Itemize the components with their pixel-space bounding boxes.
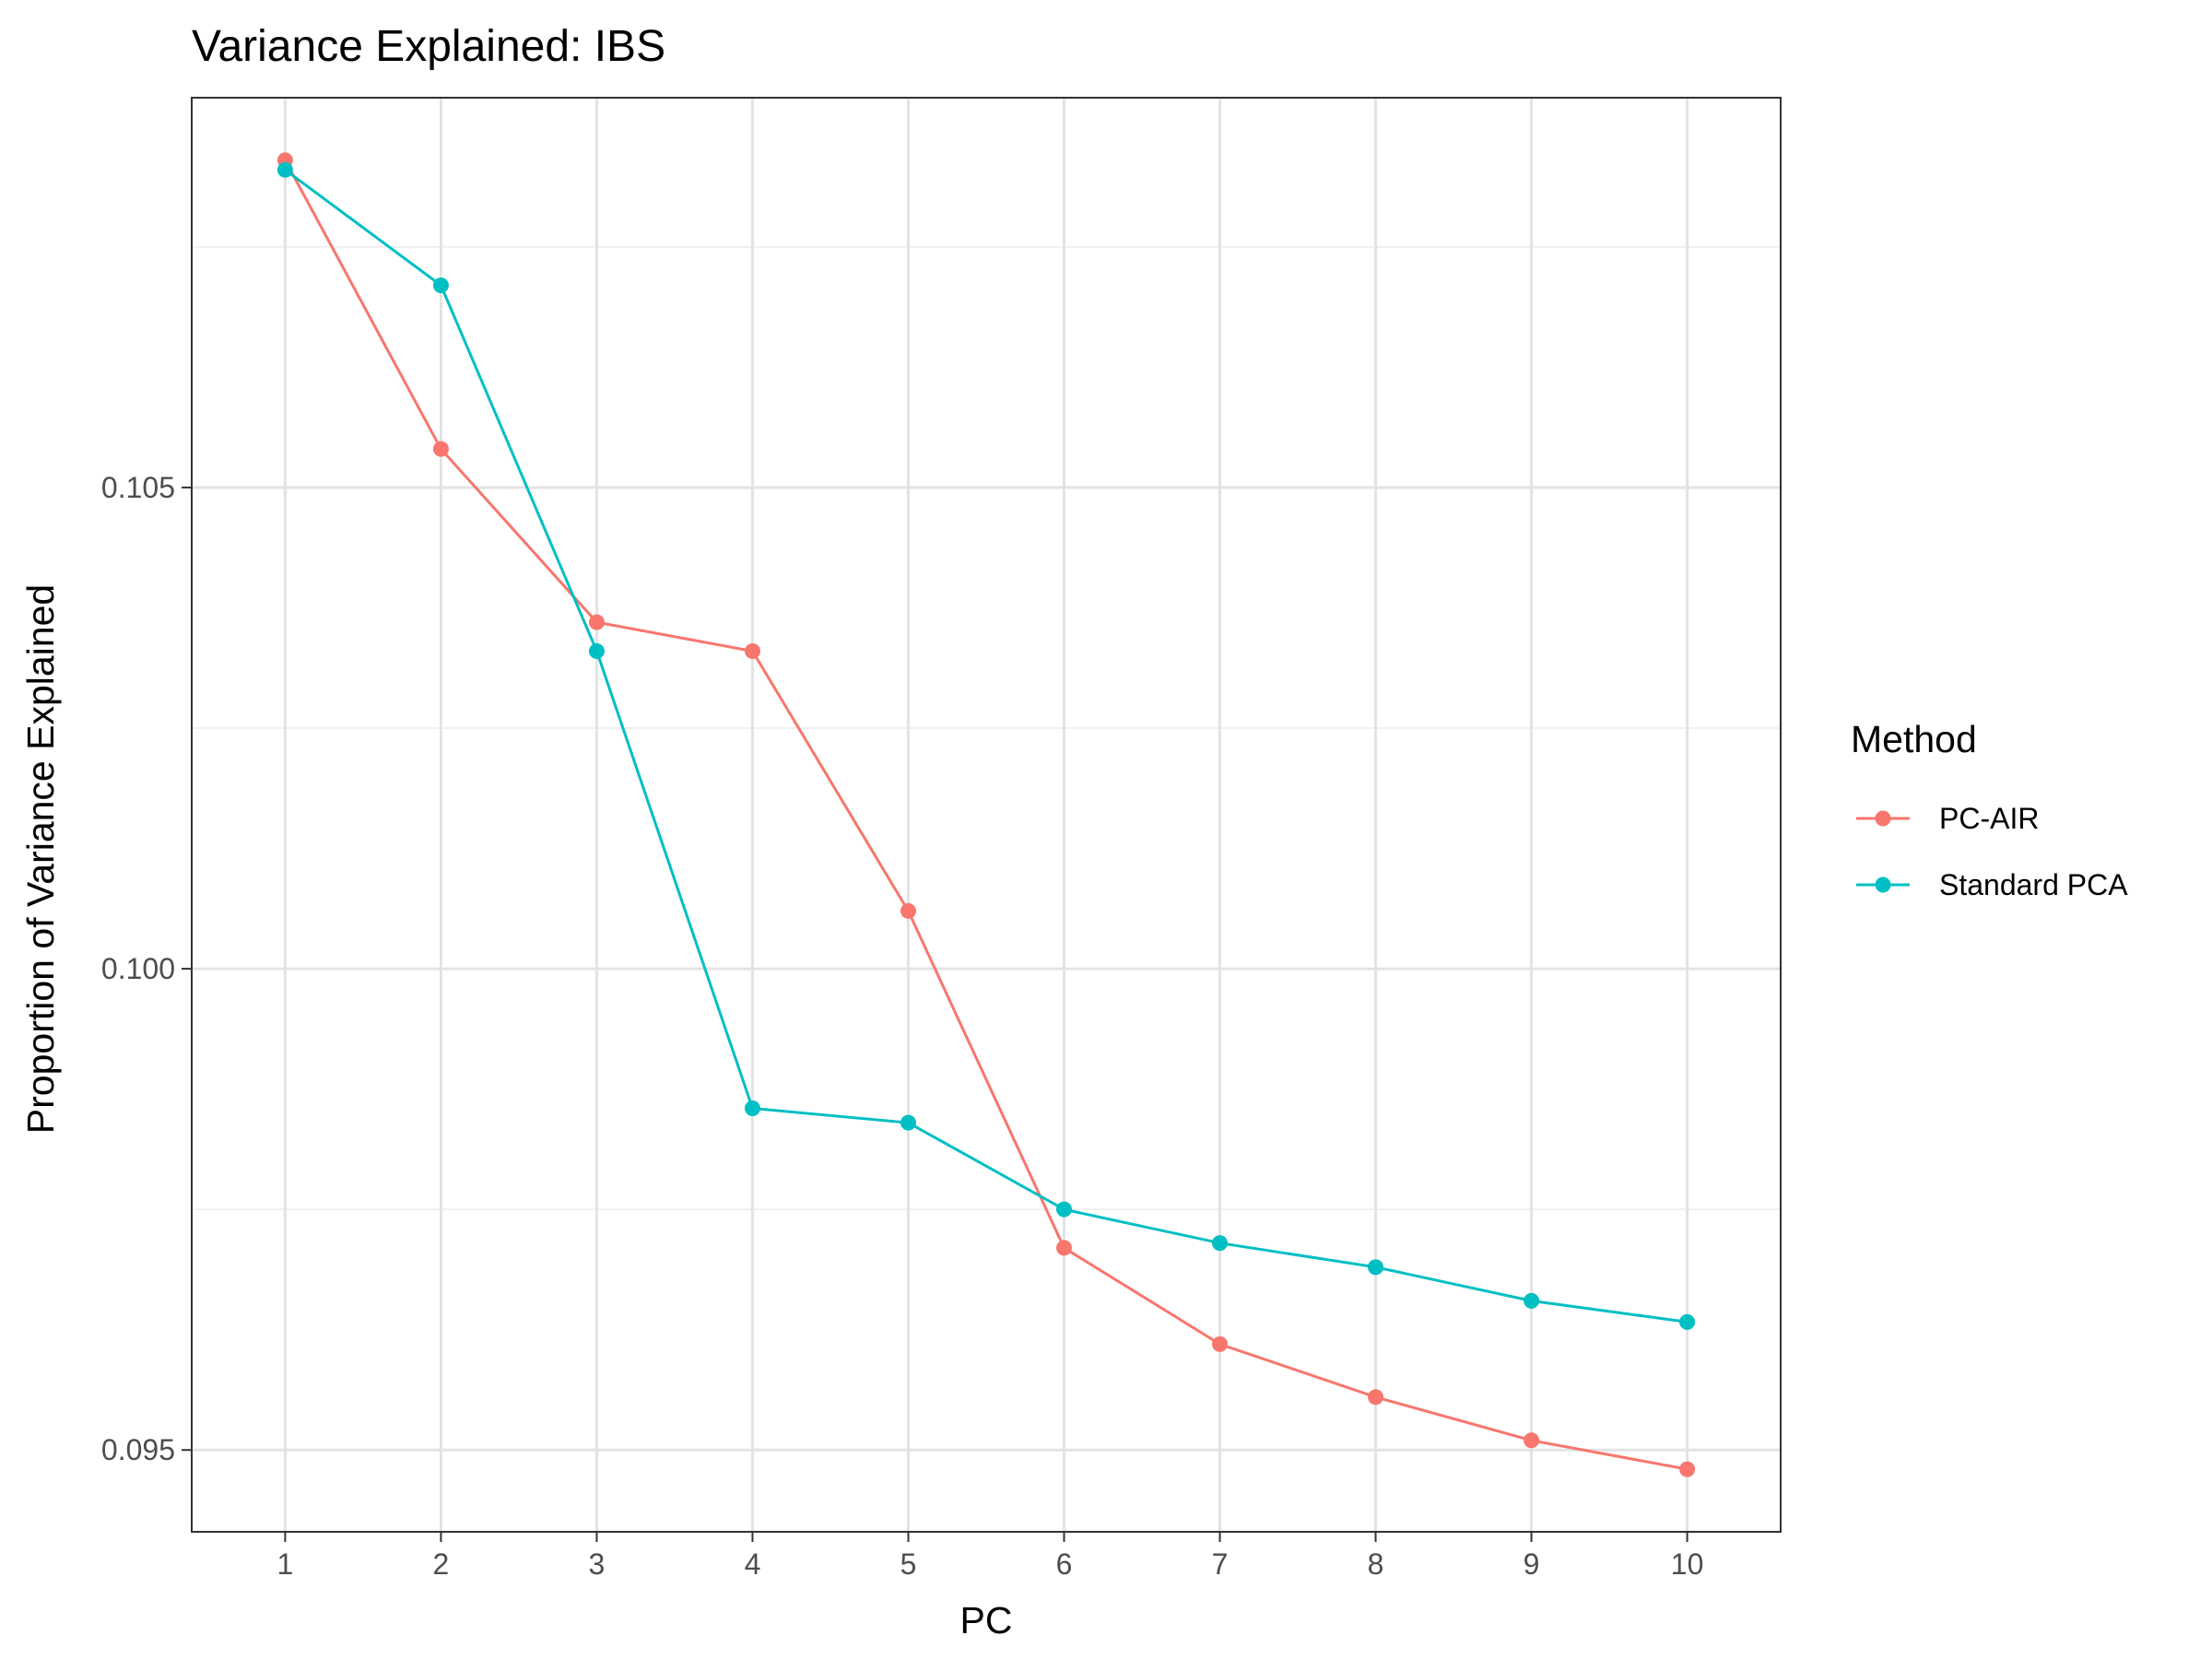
- data-point: [900, 1114, 916, 1131]
- x-tick-label: 1: [277, 1547, 294, 1581]
- data-point: [588, 614, 605, 630]
- series-line: [284, 169, 1688, 1324]
- legend-title: Method: [1851, 718, 1977, 760]
- legend: Method PC-AIR Standard PCA: [1851, 718, 2128, 901]
- series-standard-pca: [276, 161, 1696, 1330]
- panel-border: [191, 97, 1782, 1533]
- legend-item: Standard PCA: [1856, 868, 2128, 901]
- legend-label: PC-AIR: [1939, 802, 2039, 835]
- data-point: [1524, 1432, 1540, 1449]
- legend-key-point: [1875, 810, 1891, 827]
- y-axis-title: Proportion of Variance Explained: [19, 584, 62, 1134]
- plot-panel: [191, 97, 1782, 1533]
- legend-key-point: [1875, 877, 1891, 893]
- x-axis: 1 2 3 4 5 6 7 8 9 10: [277, 1532, 1704, 1581]
- panel-background: [192, 98, 1781, 1532]
- x-axis-title: PC: [960, 1599, 1013, 1641]
- data-point: [588, 642, 605, 659]
- data-point: [744, 1100, 760, 1117]
- data-point: [432, 441, 449, 457]
- data-point: [1679, 1313, 1696, 1330]
- x-tick-label: 10: [1671, 1547, 1704, 1581]
- x-tick-label: 2: [433, 1547, 450, 1581]
- y-tick-label: 0.105: [101, 471, 175, 504]
- series-pc-air: [276, 152, 1696, 1477]
- y-tick-label: 0.095: [101, 1433, 175, 1466]
- data-point: [744, 642, 760, 659]
- series-layer: [276, 152, 1696, 1477]
- data-point: [432, 277, 449, 294]
- series-line: [284, 159, 1688, 1471]
- data-point: [1212, 1335, 1229, 1352]
- legend-label: Standard PCA: [1939, 868, 2128, 901]
- y-tick-label: 0.100: [101, 952, 175, 985]
- x-tick-label: 4: [745, 1547, 761, 1581]
- data-point: [1368, 1259, 1384, 1276]
- chart-title: Variance Explained: IBS: [192, 22, 665, 71]
- data-point: [1524, 1292, 1540, 1309]
- x-tick-label: 6: [1056, 1547, 1073, 1581]
- data-point: [900, 902, 916, 919]
- data-point: [1056, 1201, 1073, 1218]
- x-tick-label: 8: [1368, 1547, 1384, 1581]
- data-point: [276, 161, 293, 178]
- x-tick-label: 7: [1212, 1547, 1229, 1581]
- legend-item: PC-AIR: [1856, 802, 2039, 835]
- x-tick-label: 3: [589, 1547, 606, 1581]
- data-point: [1368, 1389, 1384, 1406]
- x-tick-label: 5: [900, 1547, 917, 1581]
- x-tick-label: 9: [1524, 1547, 1540, 1581]
- data-point: [1056, 1240, 1073, 1256]
- y-axis: 0.095 0.100 0.105: [101, 471, 192, 1466]
- data-point: [1212, 1235, 1229, 1252]
- data-point: [1679, 1461, 1696, 1477]
